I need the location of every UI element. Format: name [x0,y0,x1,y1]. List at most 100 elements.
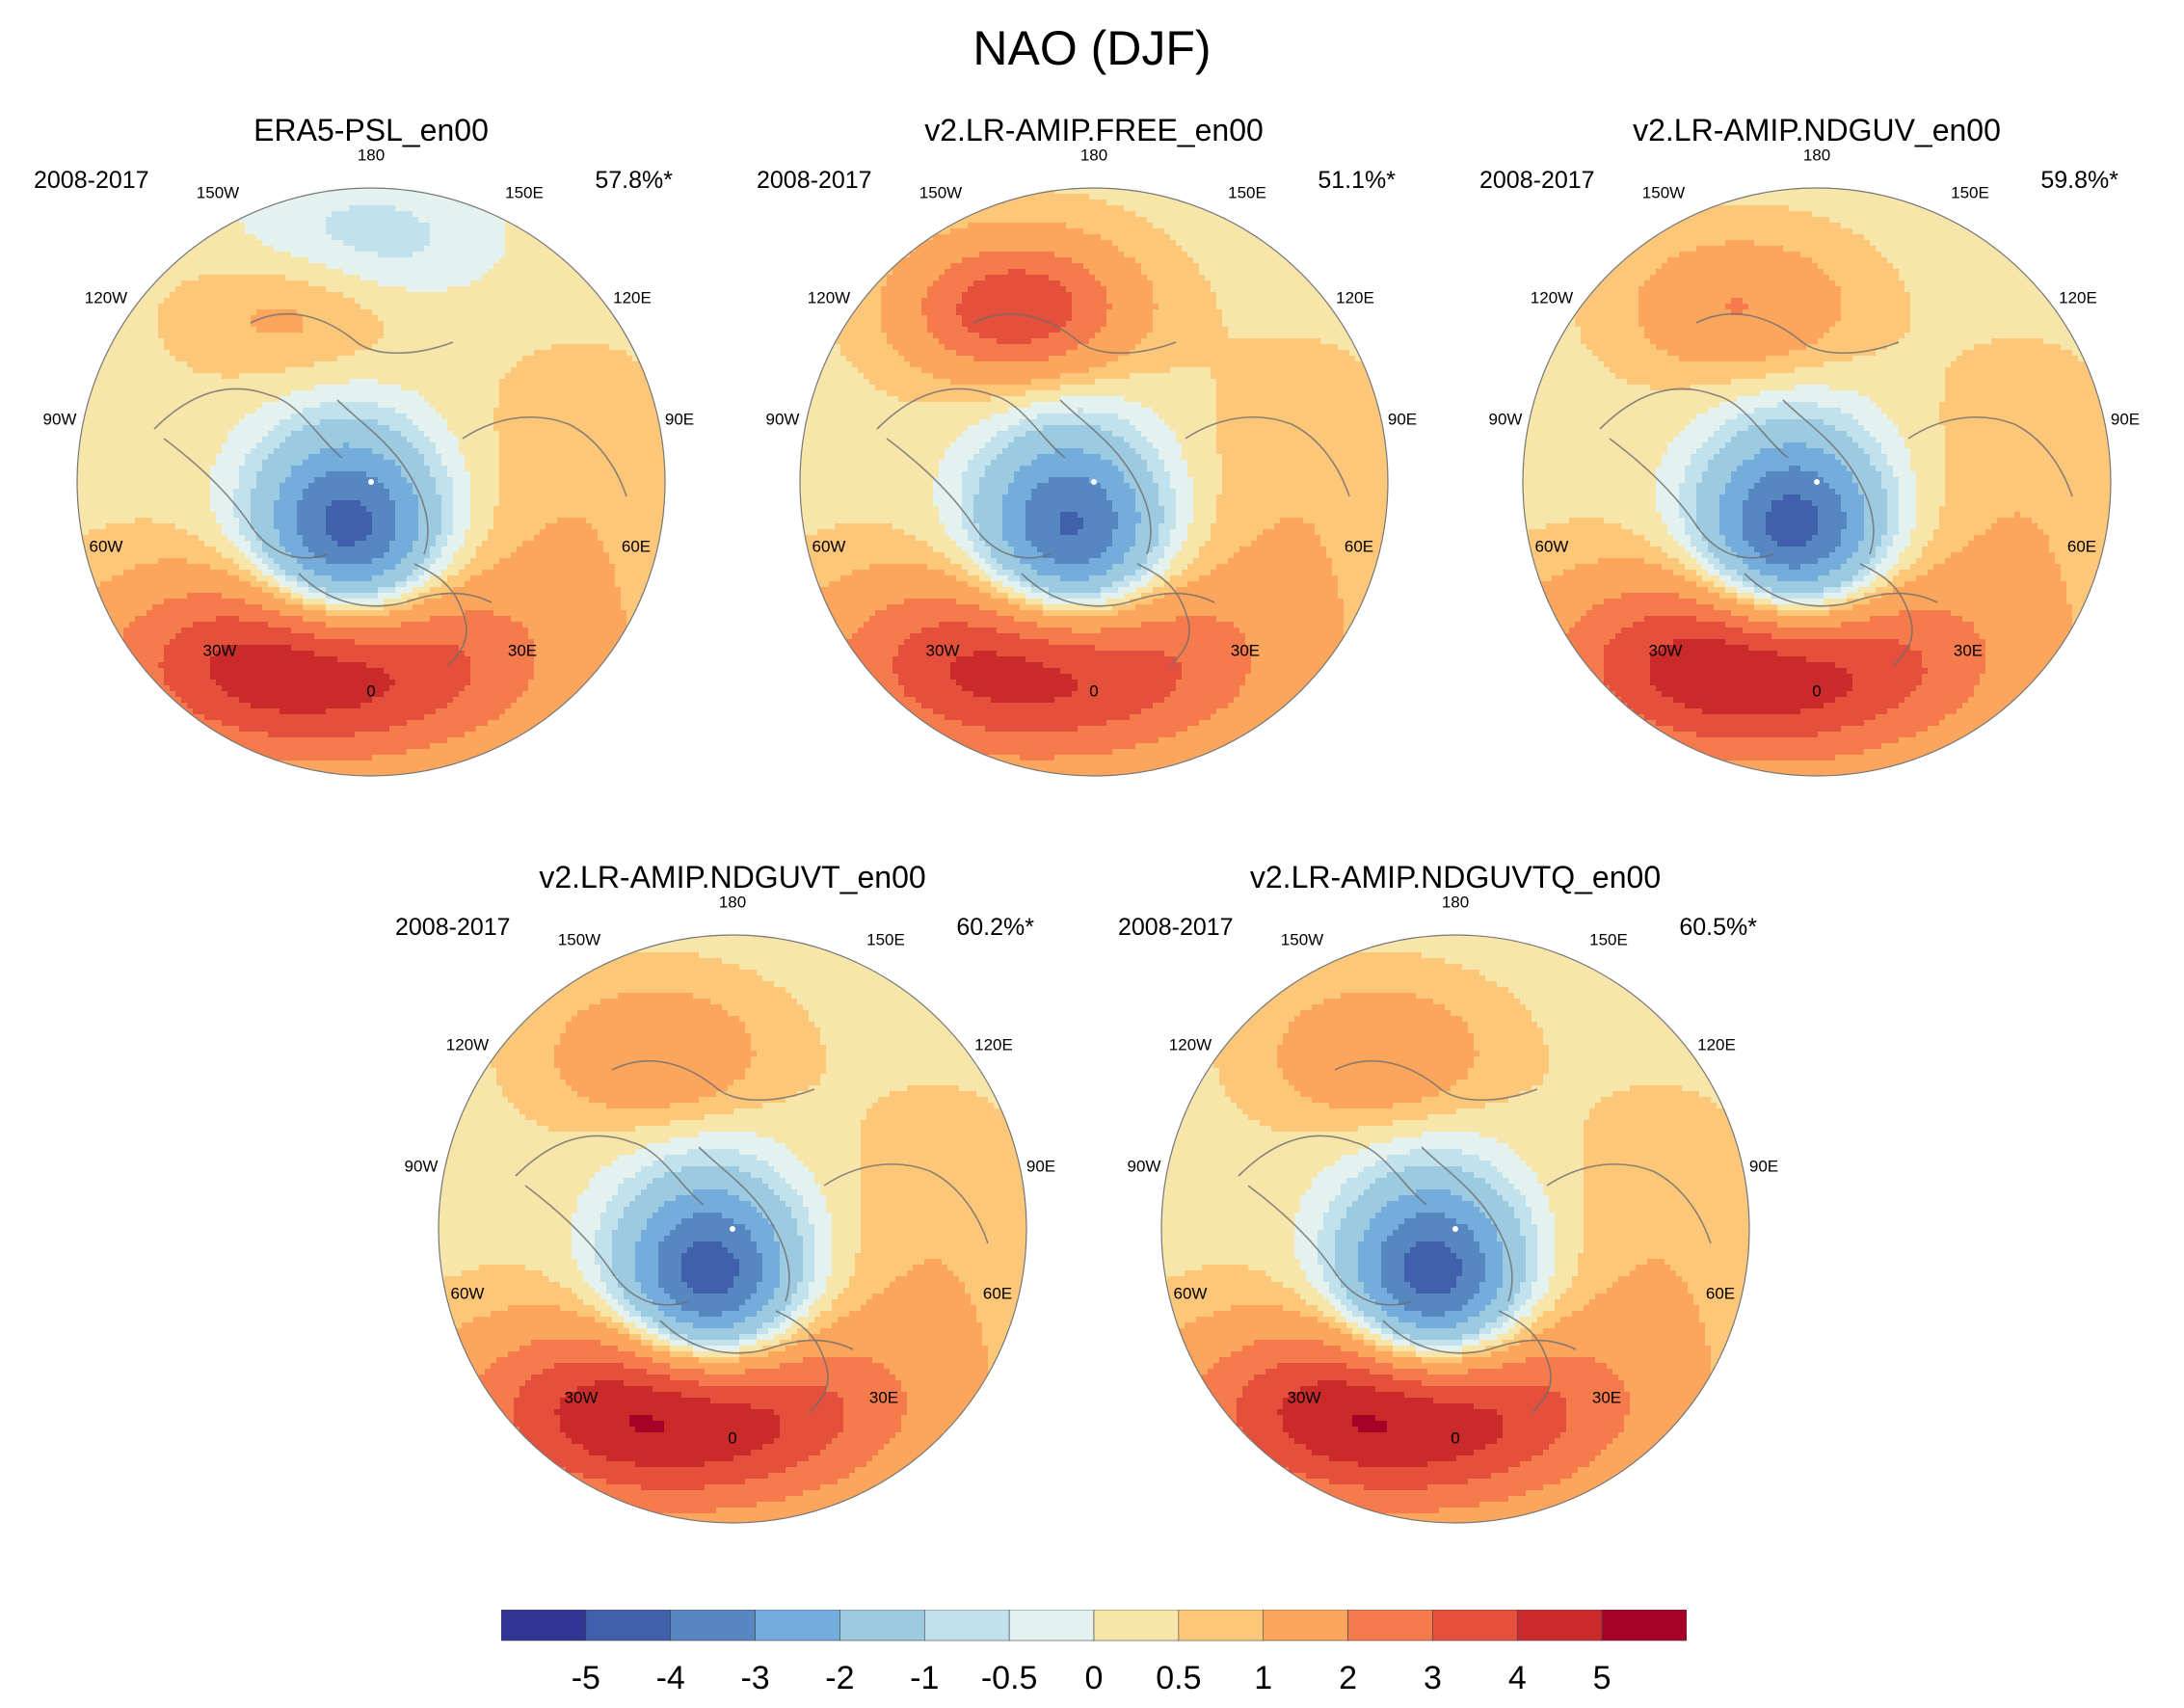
longitude-label: 0 [1089,681,1098,700]
coastline [413,563,467,666]
longitude-label: 30E [869,1388,898,1406]
coastline [515,1134,705,1206]
variance-explained: 60.5%* [1679,914,1757,942]
longitude-label: 30W [565,1388,599,1406]
colorbar-box [923,1610,1010,1641]
coastlines [1599,312,2073,666]
longitude-label: 90W [43,410,77,428]
map-boundary [799,187,1389,777]
longitude-label: 90W [766,410,800,428]
longitude-label: 60W [1535,537,1569,555]
longitude-label: 60W [812,537,846,555]
colorbar: -5 -4 -3 -2 -1 -0.5 0 0.5 1 2 3 4 5 [501,1610,1687,1696]
colorbar-box [670,1610,756,1641]
coastline [1136,563,1190,666]
panel-free: v2.LR-AMIP.FREE_en00 2008-2017 51.1%* 18… [732,111,1455,843]
north-pole-marker [1814,479,1820,485]
longitude-label: 180 [719,896,746,911]
panel-title: v2.LR-AMIP.NDGUV_en00 [1455,111,2178,149]
coastline [1382,1320,1577,1354]
panel-title: v2.LR-AMIP.NDGUVT_en00 [371,858,1094,896]
colorbar-box [501,1610,587,1641]
colorbar-box [1516,1610,1603,1641]
longitude-label: 60E [2067,537,2096,555]
coastline [163,438,329,559]
longitude-label: 90E [1749,1157,1778,1175]
colorbar-box [1432,1610,1518,1641]
colorbar-box [1263,1610,1348,1641]
colorbar-box [585,1610,672,1641]
colorbar-box [839,1610,925,1641]
map-boundary [76,187,666,777]
coastline [659,1320,854,1354]
longitude-label: 150W [919,183,962,201]
figure-title: NAO (DJF) [0,17,2184,79]
map-boundary [1160,934,1750,1524]
longitude-label: 150W [1281,930,1323,948]
longitude-label: 0 [366,681,375,700]
longitude-label: 60W [90,537,123,555]
period-label: 2008-2017 [395,914,511,942]
longitude-label: 150E [866,930,905,948]
colorbar-label: 1 [1254,1660,1272,1696]
longitude-label: 120E [2059,288,2097,307]
variance-explained: 59.8%* [2040,167,2118,195]
coastline [823,1163,989,1244]
coastline [1782,399,1875,555]
longitude-label: 120E [1336,288,1374,307]
coastline [1859,563,1913,666]
coastline [698,1146,790,1302]
longitude-label: 150W [197,183,239,201]
longitude-label: 60W [1174,1284,1208,1302]
polar-map: 180 150E 120E 90E 60E 30E 0 30W 60W 90W 120W 150W [1489,149,2140,777]
colorbar-label: -1 [910,1660,939,1696]
coastline [1185,416,1350,497]
coastline [611,1059,815,1101]
colorbar-label: 0 [1085,1660,1104,1696]
coastline [1695,312,1900,354]
longitude-label: 90E [1026,1157,1055,1175]
longitude-label: 60E [983,1284,1012,1302]
colorbar-box [1347,1610,1433,1641]
longitude-label: 30W [1288,1388,1321,1406]
coastline [153,387,343,459]
longitude-label: 90E [2111,410,2140,428]
coastline [1744,573,1938,607]
colorbar-label: 3 [1424,1660,1442,1696]
longitude-label: 30E [1231,641,1260,659]
coastline [876,387,1066,459]
colorbar-label: -3 [740,1660,769,1696]
variance-explained: 51.1%* [1318,167,1396,195]
coastline [886,438,1052,559]
north-pole-marker [1091,479,1097,485]
longitude-label: 150W [558,930,600,948]
coastline [1334,1059,1538,1101]
longitude-label: 150E [505,183,544,201]
longitude-label: 180 [1442,896,1469,911]
longitude-label: 120W [808,288,850,307]
longitude-label: 0 [1812,681,1821,700]
colorbar-box [1601,1610,1687,1641]
longitude-label: 180 [1803,149,1830,164]
coastline [775,1310,829,1413]
longitude-label: 150E [1951,183,1989,201]
coastline [1599,387,1789,459]
panel-title: v2.LR-AMIP.NDGUVTQ_en00 [1094,858,1817,896]
longitude-label: 30W [203,641,237,659]
longitude-label: 150E [1228,183,1266,201]
polar-map: 180 150E 120E 90E 60E 30E 0 30W 60W 90W 120W 150W [1128,896,1778,1524]
period-label: 2008-2017 [34,167,149,195]
panel-ndguvt: v2.LR-AMIP.NDGUVT_en00 2008-2017 60.2%* … [371,858,1094,1590]
longitude-label: 30E [1954,641,1983,659]
variance-explained: 57.8%* [595,167,673,195]
coastline [298,573,493,607]
panel-ndguv: v2.LR-AMIP.NDGUV_en00 2008-2017 59.8%* 1… [1455,111,2178,843]
variance-explained: 60.2%* [956,914,1034,942]
longitude-label: 30W [1649,641,1683,659]
period-label: 2008-2017 [757,167,872,195]
longitude-label: 90E [1388,410,1417,428]
panel-title: ERA5-PSL_en00 [10,111,732,149]
colorbar-box [1178,1610,1265,1641]
panel-title: v2.LR-AMIP.FREE_en00 [732,111,1455,149]
coastlines [153,312,627,666]
